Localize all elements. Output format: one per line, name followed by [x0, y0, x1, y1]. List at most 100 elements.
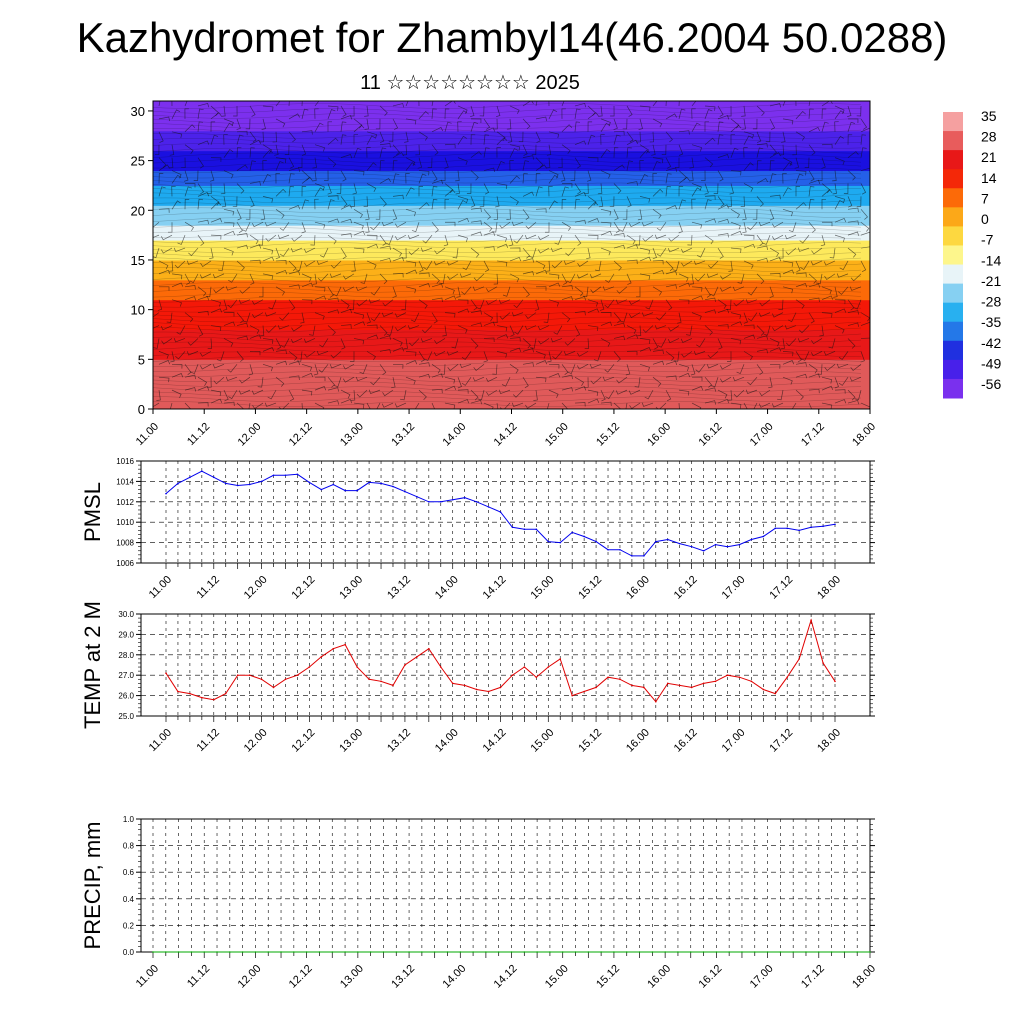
- temp-point: [368, 678, 370, 681]
- wind-barb: [327, 183, 332, 195]
- wind-barb: [314, 187, 324, 197]
- wind-barb: [535, 157, 544, 168]
- wind-barb: [444, 198, 449, 210]
- precip-point: [485, 951, 487, 953]
- wind-barb: [665, 284, 677, 289]
- wind-barb: [769, 338, 780, 347]
- wind-barb: [834, 196, 846, 204]
- wind-barb: [411, 222, 420, 233]
- wind-barb: [483, 351, 488, 363]
- wind-barb: [613, 312, 621, 324]
- wind-barb: [386, 325, 394, 336]
- wind-barb: [810, 260, 823, 266]
- wind-barb: [752, 209, 758, 220]
- precip-point: [203, 951, 206, 953]
- wind-barb: [849, 286, 862, 291]
- wind-barb: [743, 351, 753, 361]
- wind-barb: [366, 243, 379, 249]
- wind-barb: [691, 402, 702, 409]
- wind-barb: [561, 312, 571, 323]
- contour-line: [153, 123, 862, 129]
- wind-barb: [829, 247, 836, 259]
- wind-barb: [696, 338, 706, 348]
- wind-barb: [600, 389, 606, 402]
- wind-barb: [499, 312, 511, 320]
- wind-barb: [418, 260, 424, 273]
- wind-barb: [457, 157, 468, 166]
- wind-barb: [340, 204, 353, 210]
- wind-barb: [613, 164, 625, 171]
- precip-point: [753, 951, 756, 953]
- wind-barb: [327, 234, 337, 245]
- wind-barb: [795, 362, 807, 367]
- wind-barb: [324, 170, 329, 181]
- wind-barb: [248, 402, 251, 409]
- wind-barb: [522, 348, 535, 353]
- wind-barb: [301, 101, 303, 106]
- wind-barb: [808, 144, 816, 156]
- wind-barb: [236, 134, 244, 145]
- wind-barb: [537, 325, 550, 331]
- colorbar-swatch: [943, 226, 963, 246]
- wind-barb: [301, 170, 310, 181]
- temp-x-tick-label: 14.12: [481, 727, 509, 755]
- wind-barb: [847, 399, 860, 405]
- wind-barb: [197, 219, 209, 225]
- contour-line: [153, 118, 862, 124]
- wind-barb: [808, 186, 815, 197]
- wind-barb: [745, 299, 758, 304]
- wind-barb: [420, 338, 433, 343]
- precip-point: [817, 951, 820, 953]
- wind-barb: [704, 218, 717, 223]
- wind-barb: [704, 105, 716, 111]
- wind-barb: [262, 149, 273, 158]
- wind-barb: [498, 389, 511, 395]
- wind-barb: [343, 273, 355, 280]
- wind-barb: [197, 121, 204, 132]
- colorbar-label: -21: [981, 273, 1001, 289]
- wind-barb: [574, 183, 582, 195]
- wind-barb: [249, 147, 255, 158]
- wind-barb: [843, 183, 849, 194]
- wind-barb: [804, 157, 810, 168]
- wind-barb: [431, 283, 444, 288]
- temp-point: [428, 647, 430, 650]
- contour-line: [153, 207, 862, 214]
- wind-barb: [238, 389, 251, 395]
- wind-barb: [808, 388, 820, 394]
- wind-barb: [382, 389, 394, 397]
- wind-barb: [184, 183, 196, 188]
- contour-line: [153, 396, 862, 402]
- wind-barb: [301, 299, 313, 305]
- temp-point: [380, 680, 382, 683]
- wind-barb: [509, 256, 522, 262]
- pmsl-point: [834, 523, 836, 526]
- wind-barb: [340, 247, 347, 259]
- wind-barb: [353, 147, 362, 158]
- wind-barb: [665, 101, 667, 106]
- wind-barb: [262, 196, 274, 203]
- wind-barb: [417, 157, 423, 169]
- wind-barb: [742, 209, 747, 221]
- wind-barb: [236, 244, 249, 250]
- wind-barb: [174, 260, 186, 269]
- temp-y-tick-label: 28.0: [118, 651, 134, 660]
- wind-barb: [433, 260, 446, 266]
- wind-barb: [483, 337, 495, 343]
- wind-barb: [613, 130, 625, 136]
- x-tick-label: 12.12: [287, 421, 315, 449]
- wind-barb: [301, 403, 303, 409]
- wind-barb: [769, 247, 780, 257]
- wind-barb: [314, 122, 324, 132]
- y-tick-label: 5: [138, 352, 145, 367]
- wind-barb: [170, 402, 173, 409]
- colorbar-swatch: [943, 302, 963, 323]
- wind-barb: [405, 376, 416, 385]
- wind-barb: [548, 363, 560, 369]
- wind-barb: [284, 144, 290, 156]
- wind-barb: [743, 324, 755, 330]
- wind-barb: [158, 186, 166, 197]
- wind-barb: [639, 160, 644, 171]
- wind-barb: [619, 222, 628, 232]
- temp-point: [487, 690, 490, 693]
